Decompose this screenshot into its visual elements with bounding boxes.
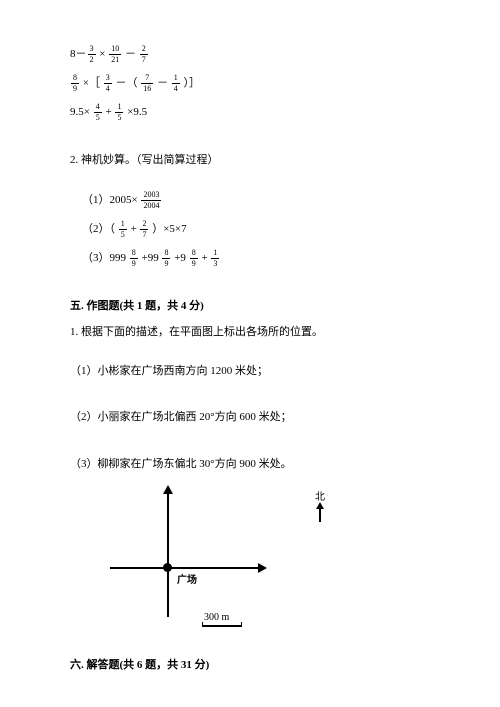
problem-2-3: （3）999 89 +99 89 +9 89 + 13 bbox=[70, 249, 430, 268]
origin-dot bbox=[163, 563, 172, 572]
section-5-title: 五. 作图题(共 1 题，共 4 分) bbox=[70, 298, 430, 315]
problem-2-title: 2. 神机妙算。（写出简算过程） bbox=[70, 152, 430, 169]
section-6-title: 六. 解答题(共 6 题，共 31 分) bbox=[70, 657, 430, 674]
problem-2-2: （2）（ 15 + 27 ）×5×7 bbox=[70, 220, 430, 239]
scale-label: 300 m bbox=[204, 610, 229, 625]
coordinate-figure: 广场 300 m 北 bbox=[105, 482, 365, 657]
origin-label: 广场 bbox=[177, 573, 197, 588]
section-5-item-3: （3）柳柳家在广场东偏北 30°方向 900 米处。 bbox=[70, 456, 430, 473]
equation-2: 89 ×［ 34 －（ 716 － 14 ）］ bbox=[70, 74, 430, 93]
section-5-item-1: （1）小彬家在广场西南方向 1200 米处； bbox=[70, 363, 430, 380]
equation-1: 8－32 × 1021 － 27 bbox=[70, 45, 430, 64]
section-5-prompt: 1. 根据下面的描述，在平面图上标出各场所的位置。 bbox=[70, 324, 430, 341]
scale-bar bbox=[202, 625, 242, 627]
north-arrow-icon bbox=[319, 504, 321, 522]
equation-3: 9.5× 45 + 15 ×9.5 bbox=[70, 103, 430, 122]
section-5-item-2: （2）小丽家在广场北偏西 20°方向 600 米处； bbox=[70, 409, 430, 426]
y-axis bbox=[167, 487, 169, 617]
x-axis bbox=[110, 567, 265, 569]
problem-2-1: （1）2005× 20032004 bbox=[70, 191, 430, 210]
